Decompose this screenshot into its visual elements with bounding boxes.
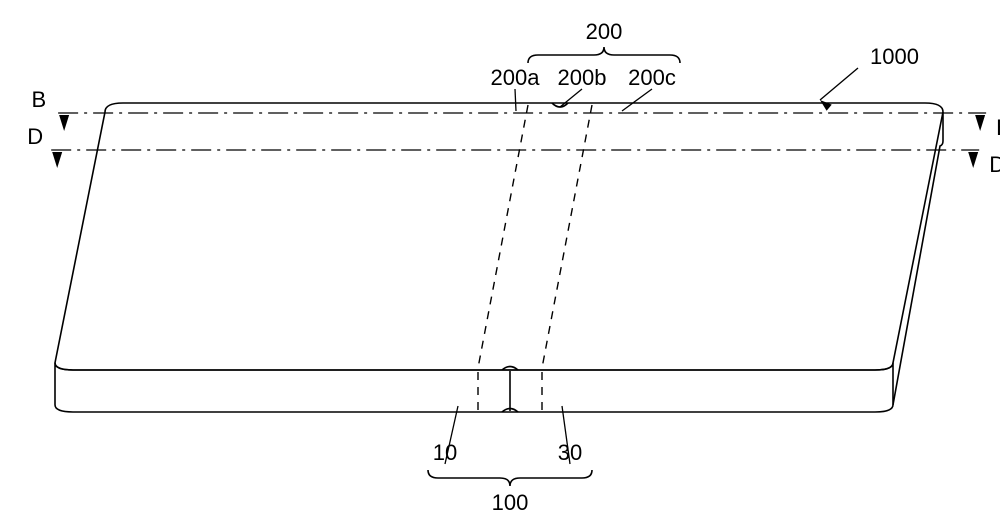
label-200: 200 — [586, 19, 623, 44]
arrow-1000 — [820, 100, 832, 111]
brace-200 — [528, 47, 680, 63]
arrow-D-left — [52, 152, 62, 168]
label-200a-leader — [515, 89, 516, 111]
label-section-D-left: D — [27, 124, 43, 149]
front-face — [55, 363, 893, 412]
label-1000: 1000 — [870, 44, 919, 69]
label-section-D-right: D — [989, 152, 1000, 177]
right-edge-back — [893, 112, 943, 405]
arrow-D-right — [968, 152, 978, 168]
label-section-B-right: B — [996, 115, 1000, 140]
label-200b-leader — [560, 89, 582, 107]
region-200a-line — [478, 105, 528, 368]
patent-figure: BBDD200200a200b200c10001030100 — [0, 0, 1000, 530]
label-100: 100 — [492, 490, 529, 515]
label-30: 30 — [558, 440, 582, 465]
brace-100 — [428, 470, 592, 486]
arrow-B-right — [975, 115, 985, 131]
label-200b: 200b — [558, 65, 607, 90]
label-200c: 200c — [628, 65, 676, 90]
label-200c-leader — [622, 89, 652, 111]
label-200a: 200a — [491, 65, 541, 90]
arrow-B-left — [59, 115, 69, 131]
leader-1000 — [820, 68, 858, 100]
region-200c-line — [542, 105, 592, 368]
top-surface — [55, 103, 943, 370]
label-10: 10 — [433, 440, 457, 465]
label-section-B-left: B — [31, 87, 46, 112]
